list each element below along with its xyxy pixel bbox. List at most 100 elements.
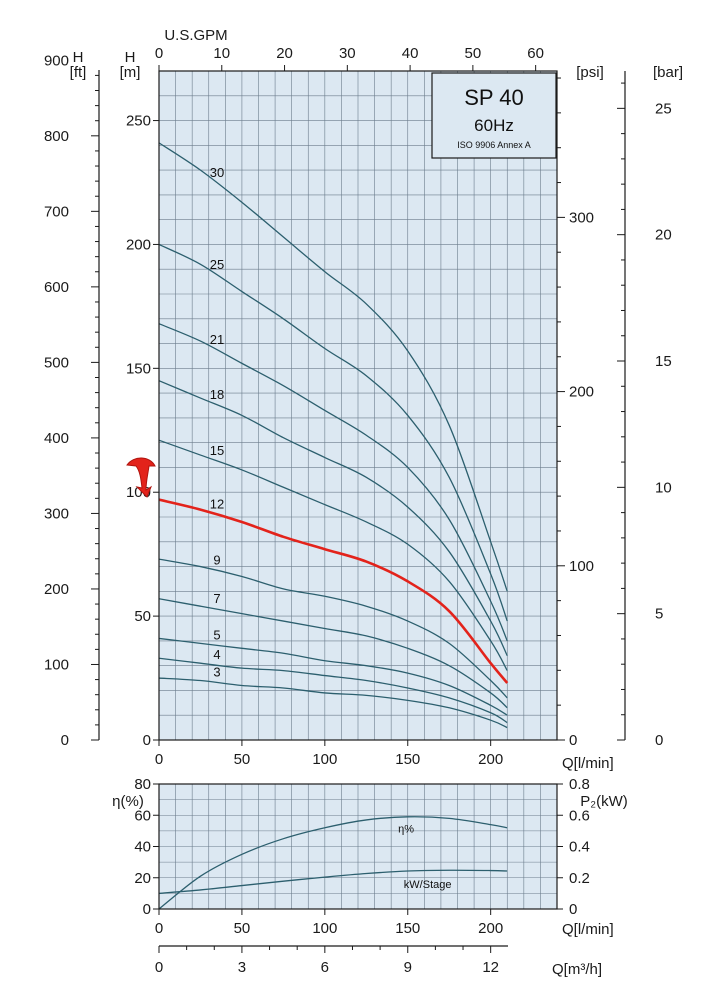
- m3h-tick-label: 0: [155, 959, 163, 976]
- psi-tick-label: 0: [569, 732, 577, 749]
- eta-tick-label: 40: [134, 839, 151, 856]
- ft-tick-label: 200: [44, 581, 69, 598]
- title-box: SP 40 60Hz ISO 9906 Annex A: [431, 72, 557, 159]
- q-low-tick-label: 0: [155, 920, 163, 937]
- gpm-axis-label: U.S.GPM: [164, 27, 227, 44]
- ft-tick-label: 100: [44, 656, 69, 673]
- bar-tick-label: 15: [655, 353, 672, 370]
- p2-tick-label: 0.2: [569, 870, 590, 887]
- curve-label-3: 3: [213, 665, 220, 680]
- curve-18-stages: [159, 380, 508, 657]
- highlight-arrow-icon: [126, 457, 156, 498]
- main-plot-frame: [158, 70, 558, 741]
- m3h-tick-label: 12: [482, 959, 499, 976]
- gpm-tick-label: 30: [339, 45, 356, 62]
- m-tick-label: 150: [126, 360, 151, 377]
- eta-tick-label: 60: [134, 807, 151, 824]
- gpm-tick-label: 40: [402, 45, 419, 62]
- bar-tick-label: 0: [655, 732, 663, 749]
- q-tick-label: 100: [312, 751, 337, 768]
- curve-5-stages: [159, 637, 508, 716]
- curve-label-5: 5: [213, 627, 220, 642]
- psi-tick-label: 100: [569, 558, 594, 575]
- gpm-tick-label: 0: [155, 45, 163, 62]
- chart-title: SP 40: [464, 85, 524, 110]
- q-tick-label: 50: [234, 751, 251, 768]
- chart-standard: ISO 9906 Annex A: [457, 140, 531, 150]
- p2-tick-label: 0.8: [569, 776, 590, 793]
- curve-30-stages: [159, 142, 508, 592]
- curve-3-stages: [159, 677, 508, 729]
- bar-axis-label: [bar]: [653, 64, 683, 81]
- q-low-tick-label: 200: [478, 920, 503, 937]
- psi-tick-label: 200: [569, 384, 594, 401]
- ft-axis-unit: [ft]: [70, 64, 87, 81]
- q-tick-label: 200: [478, 751, 503, 768]
- m3h-tick-label: 3: [238, 959, 246, 976]
- ft-tick-label: 800: [44, 128, 69, 145]
- m-axis-label: H: [125, 49, 136, 66]
- curve-label-25: 25: [210, 257, 224, 272]
- gpm-tick-label: 20: [276, 45, 293, 62]
- efficiency-curve-label: η%: [398, 823, 414, 835]
- ft-tick-label: 500: [44, 354, 69, 371]
- p2-tick-label: 0.4: [569, 839, 590, 856]
- q-tick-label: 150: [395, 751, 420, 768]
- power-curve-label: kW/Stage: [404, 879, 452, 891]
- q-axis-label: Q[l/min]: [562, 755, 614, 772]
- curve-4-stages: [159, 657, 508, 724]
- curve-label-9: 9: [213, 553, 220, 568]
- gpm-tick-label: 50: [465, 45, 482, 62]
- psi-tick-label: 300: [569, 209, 594, 226]
- p2-axis-label: P₂(kW): [580, 793, 627, 810]
- eta-tick-label: 80: [134, 776, 151, 793]
- q-tick-label: 0: [155, 751, 163, 768]
- curve-label-30: 30: [210, 165, 224, 180]
- m3h-axis-label: Q[m³/h]: [552, 961, 602, 978]
- head-curves: [159, 142, 509, 729]
- q-low-axis-label: Q[l/min]: [562, 921, 614, 938]
- efficiency-power-curves: [159, 816, 508, 909]
- ft-tick-label: 600: [44, 279, 69, 296]
- curve-25-stages: [159, 243, 508, 622]
- m-axis-unit: [m]: [120, 64, 141, 81]
- psi-axis-label: [psi]: [576, 64, 604, 81]
- bar-tick-label: 5: [655, 606, 663, 623]
- eta-tick-label: 0: [143, 901, 151, 918]
- efficiency-grid: [159, 784, 557, 909]
- q-low-tick-label: 150: [395, 920, 420, 937]
- eta-tick-label: 20: [134, 870, 151, 887]
- curve-label-12: 12: [210, 497, 224, 512]
- curve-efficiency: [159, 816, 508, 909]
- ft-tick-label: 0: [61, 732, 69, 749]
- curve-label-18: 18: [210, 387, 224, 402]
- m3h-tick-label: 6: [321, 959, 329, 976]
- curve-15-stages: [159, 439, 508, 671]
- ft-tick-label: 400: [44, 430, 69, 447]
- m-tick-label: 200: [126, 236, 151, 253]
- curve-label-15: 15: [210, 443, 224, 458]
- bar-tick-label: 20: [655, 227, 672, 244]
- ft-tick-label: 700: [44, 203, 69, 220]
- bar-tick-label: 25: [655, 100, 672, 117]
- main-grid: [159, 71, 557, 740]
- eta-axis-label: η(%): [112, 793, 144, 810]
- gpm-tick-label: 60: [527, 45, 544, 62]
- m-tick-label: 250: [126, 113, 151, 130]
- curve-9-stages: [159, 558, 508, 699]
- chart-subtitle: 60Hz: [474, 116, 514, 135]
- m-tick-label: 0: [143, 732, 151, 749]
- p2-tick-label: 0.6: [569, 807, 590, 824]
- ft-tick-label: 900: [44, 52, 69, 69]
- curve-7-stages: [159, 598, 508, 709]
- curve-label-7: 7: [213, 591, 220, 606]
- m-tick-label: 50: [134, 608, 151, 625]
- gpm-tick-label: 10: [213, 45, 230, 62]
- ft-tick-label: 300: [44, 505, 69, 522]
- curve-power: [159, 869, 508, 895]
- p2-tick-label: 0: [569, 901, 577, 918]
- ft-axis-label: H: [73, 49, 84, 66]
- q-low-tick-label: 50: [234, 920, 251, 937]
